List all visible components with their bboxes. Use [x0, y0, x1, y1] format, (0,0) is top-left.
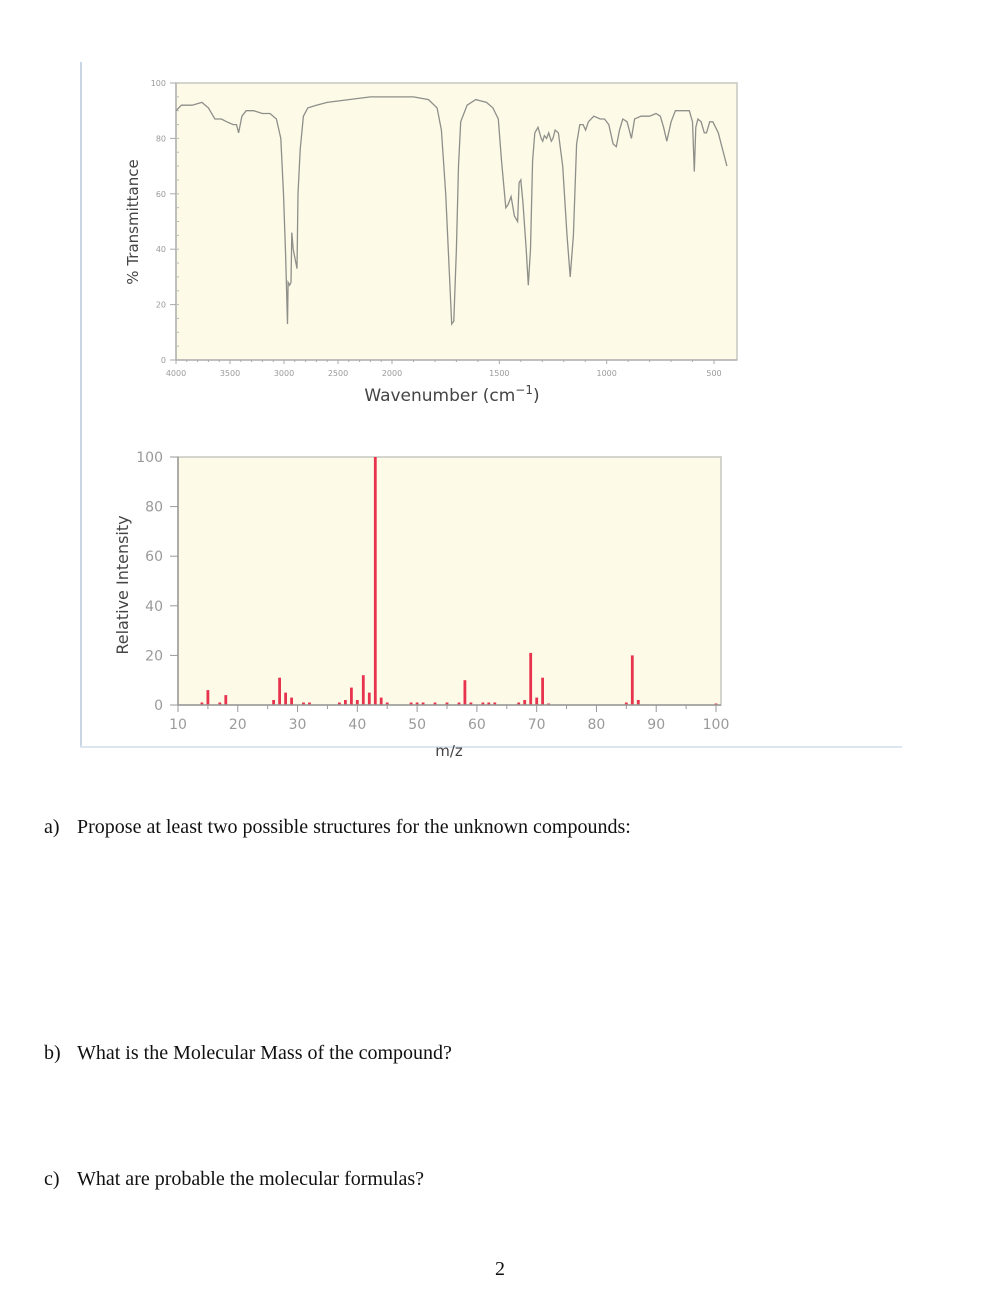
ms-peak-bar — [355, 700, 359, 705]
question-a: a) Propose at least two possible structur… — [44, 816, 631, 839]
ms-y-axis-title: Relative Intensity — [113, 515, 132, 654]
ms-x-tick-label: 100 — [703, 717, 730, 733]
ms-peak-bar — [308, 702, 311, 705]
ms-peak-bar — [481, 702, 485, 705]
ms-peak-bar — [487, 702, 491, 705]
ms-peak-bar — [636, 700, 640, 705]
ms-x-tick-label: 70 — [528, 717, 546, 733]
question-a-label: a) — [44, 816, 60, 838]
ms-y-axis: 0 20 40 60 80 100 — [136, 450, 179, 714]
ms-x-tick-label: 30 — [289, 717, 307, 733]
ms-peak-bar — [284, 692, 287, 705]
ms-x-tick-label: 90 — [647, 717, 665, 733]
ms-peak-bar — [469, 702, 473, 705]
question-a-text: Propose at least two possible structures… — [77, 816, 631, 838]
ir-x-tick-label: 3500 — [220, 369, 240, 378]
ms-y-tick-label: 20 — [145, 648, 163, 664]
ir-x-axis-title: Wavenumber (cm−1) — [364, 383, 539, 406]
ms-peak-bar — [344, 700, 347, 705]
page-number: 2 — [495, 1258, 505, 1280]
ir-transmittance-trace — [175, 96, 728, 326]
ms-peak-bar — [290, 697, 293, 705]
ms-x-tick-label: 80 — [588, 717, 606, 733]
ms-plot-area — [177, 456, 722, 706]
ir-x-tick-label: 4000 — [166, 369, 186, 378]
ms-y-tick-label: 60 — [145, 549, 163, 565]
ir-y-tick-label: 20 — [156, 301, 166, 310]
ms-peak-bar — [379, 697, 383, 705]
ms-peak-bar — [385, 702, 389, 705]
figure-border-left — [80, 62, 82, 748]
ir-x-tick-label: 3000 — [274, 369, 294, 378]
ir-x-tick-label: 500 — [706, 369, 721, 378]
ms-peak-bar — [415, 702, 419, 705]
ir-y-tick-label: 80 — [156, 134, 166, 143]
ms-peak-bar — [218, 702, 222, 705]
ms-y-tick-label: 100 — [136, 450, 163, 466]
mass-spectrum-chart: 0 20 40 60 80 100 10 20 30 40 50 60 70 80 90 100 Relat… — [113, 450, 730, 760]
question-b: b) What is the Molecular Mass of the comp… — [44, 1042, 452, 1065]
ir-x-tick-label: 1500 — [489, 369, 509, 378]
question-b-text: What is the Molecular Mass of the compou… — [77, 1042, 452, 1064]
ms-x-tick-label: 10 — [169, 717, 187, 733]
ms-peak-bar — [409, 702, 413, 705]
ms-peak-bar — [630, 655, 634, 705]
ms-x-tick-label: 50 — [408, 717, 426, 733]
ir-x-tick-label: 2500 — [328, 369, 348, 378]
ms-peak-bar — [224, 695, 228, 705]
question-c-text: What are probable the molecular formulas… — [77, 1168, 425, 1190]
ms-peak-bar — [624, 702, 628, 705]
ir-y-tick-label: 40 — [156, 245, 166, 254]
ms-peaks — [200, 457, 718, 705]
ms-peak-bar — [361, 675, 365, 705]
spectra-figure — [80, 62, 902, 748]
ir-y-axis-title: % Transmittance — [124, 159, 142, 284]
ms-x-axis-title: m/z — [435, 742, 463, 760]
ms-x-tick-label: 20 — [229, 717, 247, 733]
ms-peak-bar — [278, 677, 281, 705]
ms-peak-bar — [373, 457, 377, 705]
question-b-label: b) — [44, 1042, 61, 1064]
ms-peak-bar — [463, 680, 467, 705]
ms-peak-bar — [523, 700, 527, 705]
ms-y-tick-label: 80 — [145, 500, 163, 516]
ms-peak-bar — [206, 690, 210, 705]
ms-peak-bar — [200, 702, 204, 705]
ms-peak-bar — [529, 652, 533, 705]
ms-peak-bar — [338, 702, 341, 705]
ir-x-tick-label: 1000 — [596, 369, 616, 378]
ir-spectrum-chart: 0 20 40 60 80 100 4000 3500 3000 2500 2000 1500 100… — [124, 79, 738, 406]
question-c: c) What are probable the molecular formul… — [44, 1168, 424, 1191]
ir-x-tick-label: 2000 — [382, 369, 402, 378]
ms-x-tick-label: 40 — [348, 717, 366, 733]
ms-peak-bar — [302, 702, 305, 705]
ms-peak-bar — [367, 692, 371, 705]
question-c-label: c) — [44, 1168, 60, 1190]
ms-y-tick-label: 40 — [145, 599, 163, 615]
ir-y-tick-label: 100 — [151, 79, 166, 88]
ms-peak-bar — [272, 700, 275, 705]
ms-peak-bar — [493, 702, 497, 705]
ms-x-axis: 10 20 30 40 50 60 70 80 90 100 — [169, 704, 730, 733]
ms-peak-bar — [433, 702, 437, 705]
ms-y-tick-label: 0 — [154, 698, 163, 714]
ir-x-axis: 4000 3500 3000 2500 2000 1500 1000 500 — [166, 359, 737, 378]
ms-peak-bar — [445, 702, 449, 705]
figure-border-bottom — [80, 746, 902, 748]
ms-peak-bar — [535, 697, 539, 705]
ms-peak-bar — [350, 687, 353, 705]
ms-peak-bar — [517, 702, 521, 705]
ms-peak-bar — [541, 677, 544, 705]
ms-peak-bar — [457, 702, 461, 705]
ms-peak-bar — [421, 702, 425, 705]
ir-y-tick-label: 0 — [161, 356, 166, 365]
ir-y-axis: 0 20 40 60 80 100 — [151, 79, 179, 365]
ms-x-tick-label: 60 — [468, 717, 486, 733]
ir-y-tick-label: 60 — [156, 190, 166, 199]
